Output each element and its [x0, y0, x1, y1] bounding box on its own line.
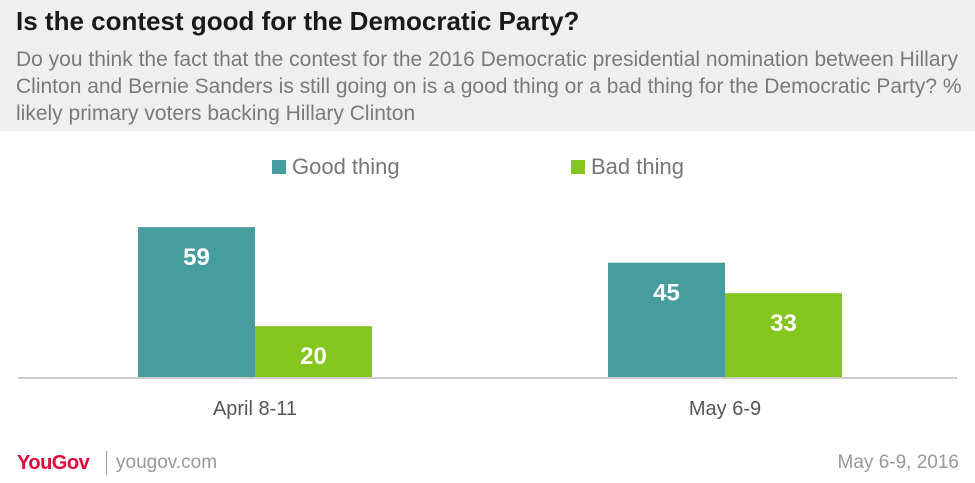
footer-divider	[106, 451, 107, 475]
bar-bad-1	[725, 293, 842, 377]
data-label-good-1: 45	[653, 280, 680, 307]
bar-bad-0	[255, 326, 372, 377]
category-label-1: May 6-9	[689, 398, 761, 420]
footer-date: May 6-9, 2016	[837, 452, 959, 473]
legend-good: Good thing	[272, 152, 400, 182]
bar-good-0	[138, 227, 255, 377]
chart-title: Is the contest good for the Democratic P…	[16, 6, 580, 36]
legend-bad-label: Bad thing	[591, 154, 684, 179]
yougov-logo: YouGov	[17, 452, 90, 474]
legend-bad: Bad thing	[571, 152, 684, 182]
header-panel: Is the contest good for the Democratic P…	[0, 0, 975, 131]
data-label-bad-0: 20	[300, 343, 327, 370]
category-label-0: April 8-11	[213, 398, 297, 420]
x-axis-line	[18, 377, 957, 379]
footer-url: yougov.com	[116, 452, 218, 473]
legend-good-label: Good thing	[292, 154, 400, 179]
bar-chart: 59 20 April 8-11 45 33 May 6-9	[18, 227, 957, 420]
legend-bad-swatch	[571, 160, 585, 174]
legend-good-swatch	[272, 160, 286, 174]
data-label-good-0: 59	[183, 244, 210, 271]
bar-good-1	[608, 262, 725, 377]
data-label-bad-1: 33	[770, 310, 797, 337]
chart-subtitle: Do you think the fact that the contest f…	[16, 48, 962, 125]
